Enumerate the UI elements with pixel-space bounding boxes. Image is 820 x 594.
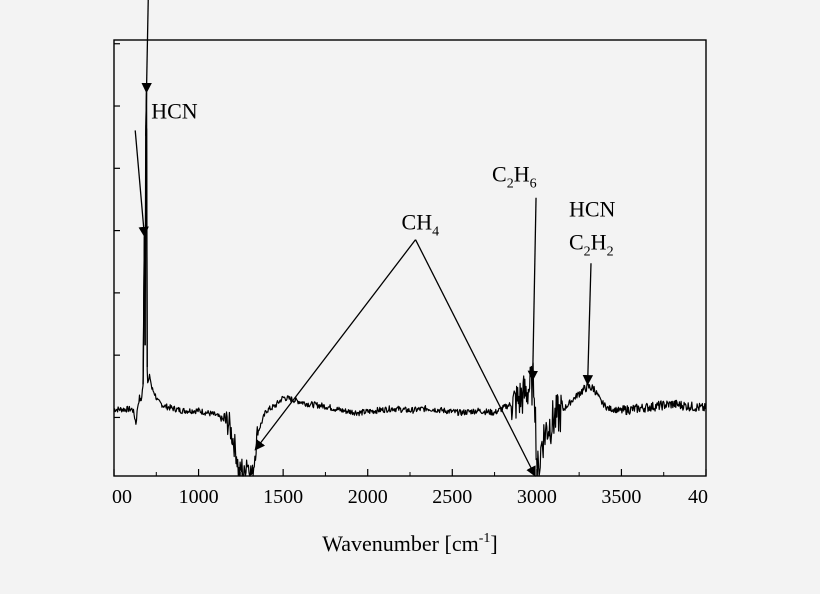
annotation-label: HCN (569, 197, 616, 222)
spectrum-series-line (113, 124, 707, 477)
x-tick-label: 2500 (432, 486, 472, 508)
x-ticks: 00 1000 1500 2000 2500 3000 3500 40 (112, 469, 708, 508)
x-tick-label: 2000 (348, 486, 388, 508)
annotation-label: CH4 (402, 210, 440, 240)
annotation-arrow (527, 197, 539, 382)
x-axis-label-main: Wavenumber [cm (322, 531, 478, 556)
x-tick-label: 00 (112, 486, 132, 508)
annotation-arrow (414, 239, 536, 477)
y-ticks (114, 43, 120, 419)
x-tick-label: 1500 (263, 486, 303, 508)
annotation-label: C2H6 (492, 162, 537, 192)
annotation-label: C2H2 (569, 229, 614, 259)
annotation-arrow (582, 263, 594, 386)
annotation-arrow (134, 130, 149, 238)
x-axis-label-close: ] (490, 531, 497, 556)
x-tick-label: 3000 (517, 486, 557, 508)
x-tick-label: 1000 (179, 486, 219, 508)
annotation-label: HCN (151, 98, 198, 123)
annotation-arrow (254, 239, 417, 451)
annotation-arrow (141, 0, 152, 94)
x-axis-label-superscript: -1 (479, 531, 491, 546)
x-tick-label: 40 (688, 486, 708, 508)
annotation-layer: C2H2HCNCH4C2H6HCNC2H2 (134, 0, 616, 477)
x-axis-label: Wavenumber [cm-1] (322, 531, 497, 556)
x-tick-label: 3500 (601, 486, 641, 508)
plot-area (114, 40, 706, 476)
